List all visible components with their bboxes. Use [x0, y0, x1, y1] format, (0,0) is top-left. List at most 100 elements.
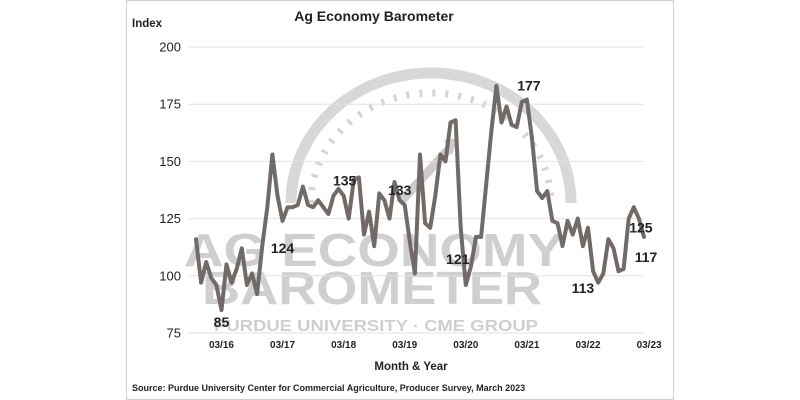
data-point	[572, 234, 574, 236]
data-point	[612, 247, 615, 249]
y-tick-label: 175	[159, 97, 181, 112]
data-point	[424, 222, 426, 224]
data-point	[363, 234, 365, 236]
data-point	[602, 272, 604, 275]
data-point	[317, 199, 319, 201]
y-tick-label: 75	[167, 326, 181, 341]
watermark-gauge-arc	[285, 67, 577, 204]
data-point	[399, 199, 401, 201]
data-point	[393, 181, 396, 183]
data-point	[429, 227, 431, 229]
data-point	[225, 263, 228, 265]
x-axis-label: Month & Year	[374, 361, 448, 373]
series-group	[194, 83, 646, 313]
data-point	[638, 218, 640, 220]
x-tick-label: 03/17	[270, 340, 295, 351]
data-point	[327, 213, 329, 215]
data-label: 135	[333, 173, 357, 189]
data-point	[500, 121, 503, 124]
data-label: 85	[214, 314, 230, 330]
data-point	[607, 238, 609, 240]
data-point	[200, 282, 202, 284]
x-tick-label: 03/23	[637, 340, 662, 351]
data-point	[465, 284, 467, 286]
data-point	[251, 272, 253, 275]
data-point	[470, 266, 472, 268]
data-point	[480, 236, 482, 238]
data-point	[567, 220, 569, 222]
data-point	[511, 124, 513, 126]
y-tick-label: 100	[159, 268, 181, 283]
data-point	[577, 218, 579, 220]
y-axis-label: Index	[132, 18, 163, 30]
data-point	[241, 247, 243, 249]
data-point	[287, 206, 289, 208]
data-point	[521, 101, 523, 103]
data-point	[292, 206, 294, 208]
data-point	[414, 272, 416, 275]
x-tick-label: 03/16	[209, 340, 234, 351]
data-point	[643, 236, 645, 238]
data-point	[256, 293, 258, 295]
data-point	[460, 227, 462, 229]
data-point	[617, 270, 620, 272]
data-point	[322, 206, 324, 208]
x-tick-label: 03/20	[453, 340, 478, 351]
data-point	[485, 183, 487, 185]
data-point	[210, 277, 212, 279]
data-label: 124	[271, 240, 295, 256]
data-point	[220, 309, 223, 311]
data-point	[271, 153, 273, 156]
data-point	[373, 245, 375, 247]
data-point	[439, 153, 441, 156]
data-point	[536, 190, 538, 192]
data-point	[358, 176, 360, 179]
data-label: 121	[446, 251, 470, 267]
data-point	[353, 179, 355, 181]
data-point	[276, 195, 279, 197]
data-label: 133	[388, 182, 412, 198]
data-point	[348, 218, 350, 220]
data-point	[490, 131, 492, 133]
data-point	[505, 105, 508, 108]
data-point	[195, 238, 197, 240]
data-label: 113	[572, 280, 595, 296]
data-label: 177	[517, 78, 541, 94]
data-point	[449, 121, 452, 124]
data-point	[388, 218, 391, 220]
y-tick-label: 125	[159, 211, 181, 226]
data-point	[556, 222, 559, 224]
data-point	[592, 270, 594, 272]
y-tick-label: 200	[159, 40, 181, 55]
data-labels: 85 124 135 133 121 177 113 125 117	[214, 78, 658, 330]
data-label: 117	[635, 249, 658, 265]
data-point	[541, 197, 543, 199]
source-note: Source: Purdue University Center for Com…	[132, 383, 525, 393]
data-point	[266, 206, 268, 208]
data-point	[597, 282, 599, 284]
x-tick-label: 03/19	[392, 340, 417, 351]
data-point	[307, 204, 309, 206]
data-point	[368, 211, 370, 213]
data-point	[434, 195, 436, 197]
data-point	[587, 227, 589, 229]
x-tick-label: 03/21	[514, 340, 539, 351]
data-point	[312, 206, 314, 208]
data-point	[343, 195, 345, 197]
y-tick-label: 150	[159, 154, 181, 169]
x-tick-label: 03/22	[575, 340, 600, 351]
data-point	[236, 268, 238, 270]
data-point	[546, 190, 548, 192]
chart-figure: AG ECONOMY BAROMETER PURDUE UNIVERSITY ·…	[126, 0, 674, 400]
data-point	[297, 204, 299, 206]
data-point	[561, 245, 564, 247]
watermark-line3: PURDUE UNIVERSITY · CME GROUP	[214, 318, 538, 335]
data-point	[231, 282, 233, 284]
data-point	[526, 99, 528, 101]
watermark-gauge-dots	[307, 89, 555, 204]
data-point	[281, 220, 284, 222]
data-point	[215, 284, 217, 286]
watermark-line2: BAROMETER	[202, 262, 542, 314]
data-point	[419, 153, 421, 156]
y-tick-labels: 75 100 125 150 175 200	[159, 40, 181, 341]
